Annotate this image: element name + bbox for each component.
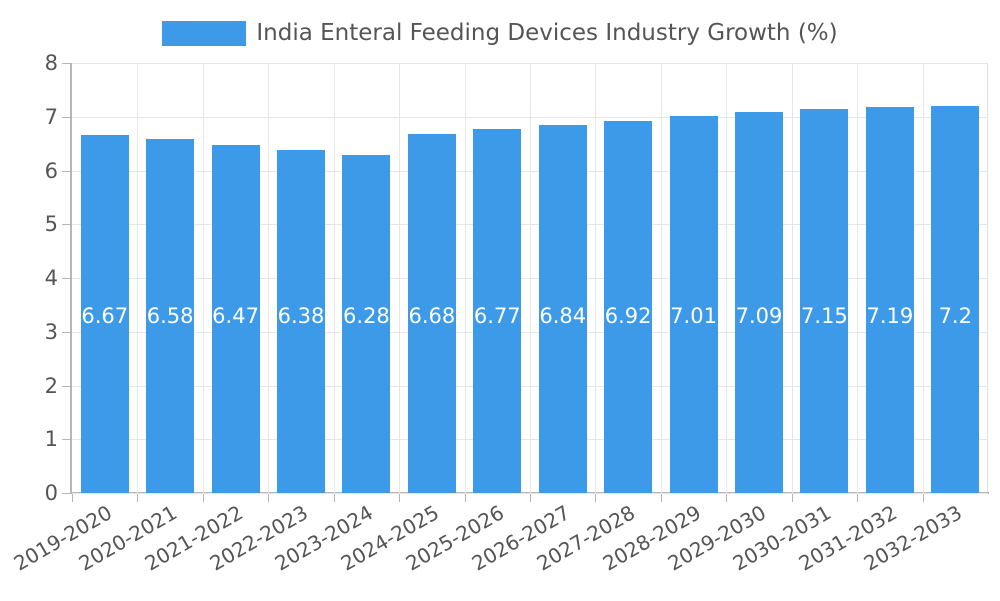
y-axis-spine xyxy=(70,63,72,494)
gridline-vertical xyxy=(595,63,596,493)
gridline-vertical xyxy=(530,63,531,493)
bar[interactable] xyxy=(276,150,326,493)
x-tick-mark xyxy=(137,494,138,502)
gridline-vertical xyxy=(726,63,727,493)
y-tick-label: 2 xyxy=(0,373,58,398)
y-tick-mark xyxy=(62,63,70,64)
y-tick-label: 8 xyxy=(0,51,58,75)
x-tick-mark xyxy=(334,494,335,502)
gridline-vertical xyxy=(268,63,269,493)
x-tick-mark xyxy=(268,494,269,502)
bar[interactable] xyxy=(80,134,129,493)
bar[interactable] xyxy=(211,145,260,493)
bar-value-label: 7.2 xyxy=(938,303,972,328)
bar-value-label: 6.47 xyxy=(212,303,259,328)
gridline-horizontal xyxy=(72,493,988,494)
y-tick-mark xyxy=(62,385,70,387)
y-tick-label: 1 xyxy=(0,427,58,452)
x-tick-mark xyxy=(726,494,727,502)
y-tick-label-text: 1 xyxy=(44,427,58,452)
bar[interactable] xyxy=(865,106,914,493)
bar-value-label: 7.09 xyxy=(735,303,783,328)
y-tick-label-text: 5 xyxy=(44,212,58,237)
chart-legend: India Enteral Feeding Devices Industry G… xyxy=(0,12,1000,54)
x-tick-mark xyxy=(661,494,662,502)
y-tick-label-text: 7 xyxy=(44,104,58,129)
bar[interactable] xyxy=(342,155,391,493)
bar[interactable] xyxy=(473,129,522,493)
y-tick-label-text: 4 xyxy=(44,266,58,290)
bar-value-label: 6.84 xyxy=(539,303,587,328)
x-tick-mark xyxy=(203,494,204,502)
bar-value-label: 6.77 xyxy=(473,303,521,328)
gridline-vertical xyxy=(399,63,400,493)
bar[interactable] xyxy=(734,111,784,493)
bar[interactable] xyxy=(931,106,980,493)
x-tick-mark xyxy=(465,494,466,502)
bar-value-label: 7.01 xyxy=(670,303,717,328)
y-tick-mark xyxy=(62,439,70,441)
gridline-vertical xyxy=(203,63,204,493)
y-tick-mark xyxy=(62,116,70,118)
x-tick-mark xyxy=(530,494,531,502)
y-tick-mark xyxy=(62,493,70,494)
gridline-vertical xyxy=(792,63,793,493)
bar-value-label: 6.92 xyxy=(604,303,652,328)
y-tick-label: 6 xyxy=(0,158,58,183)
gridline-vertical xyxy=(465,63,466,493)
y-tick-label: 5 xyxy=(0,212,58,237)
gridline-vertical xyxy=(334,63,335,493)
x-tick-mark xyxy=(857,494,858,502)
x-tick-mark xyxy=(792,494,793,502)
x-tick-mark xyxy=(923,494,924,502)
y-tick-label-text: 0 xyxy=(44,481,58,505)
y-tick-label-text: 8 xyxy=(44,51,58,75)
bar-value-label: 6.58 xyxy=(146,303,194,328)
bar[interactable] xyxy=(800,108,849,493)
x-tick-mark xyxy=(595,494,596,502)
bar[interactable] xyxy=(604,121,653,493)
bar-value-label: 6.28 xyxy=(343,303,390,328)
bar[interactable] xyxy=(669,116,718,493)
bar-value-label: 7.15 xyxy=(801,303,848,328)
legend-color-swatch xyxy=(162,20,247,46)
y-tick-label: 3 xyxy=(0,319,58,344)
y-tick-mark xyxy=(62,331,70,333)
bar[interactable] xyxy=(538,125,587,493)
y-tick-label: 4 xyxy=(0,266,58,290)
bar-value-label: 7.19 xyxy=(866,303,914,328)
gridline-vertical xyxy=(857,63,858,493)
bar[interactable] xyxy=(146,139,195,493)
y-tick-mark xyxy=(62,224,70,226)
x-tick-mark xyxy=(399,494,400,502)
gridline-vertical xyxy=(923,63,924,493)
bar-value-label: 6.38 xyxy=(277,303,325,328)
y-tick-mark xyxy=(62,170,70,172)
x-tick-mark xyxy=(72,494,73,502)
bar-value-label: 6.68 xyxy=(408,303,456,328)
gridline-vertical xyxy=(137,63,138,493)
y-tick-label-text: 6 xyxy=(44,158,58,183)
y-tick-label-text: 2 xyxy=(44,373,58,398)
y-tick-label: 7 xyxy=(0,104,58,129)
bars-container: 6.67 6.58 6.47 6.38 6.28 6.68 6.77 6.84 6.92 7.01… xyxy=(72,63,988,493)
gridline-vertical xyxy=(661,63,662,493)
bar-value-label: 6.67 xyxy=(81,303,129,328)
y-tick-label: 0 xyxy=(0,481,58,505)
legend-label: India Enteral Feeding Devices Industry G… xyxy=(256,19,838,46)
y-tick-label-text: 3 xyxy=(44,319,58,344)
y-tick-mark xyxy=(62,278,70,279)
bar[interactable] xyxy=(407,133,456,493)
